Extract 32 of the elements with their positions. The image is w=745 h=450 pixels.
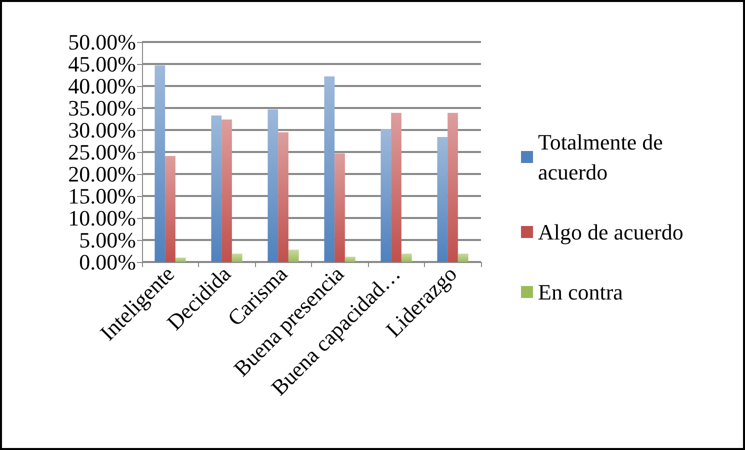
- bar: [344, 256, 356, 262]
- bar: [448, 112, 458, 262]
- bar: [380, 129, 392, 262]
- bar: [232, 254, 242, 262]
- bar: [154, 65, 166, 262]
- bar: [278, 132, 288, 262]
- y-tick-label: 5.00%: [79, 228, 136, 252]
- bar: [175, 258, 186, 262]
- legend-label: Algo de acuerdo: [538, 220, 684, 244]
- bar: [324, 76, 335, 262]
- y-tick-label: 25.00%: [68, 140, 136, 164]
- y-tick-label: 45.00%: [68, 52, 136, 76]
- y-tick-label: 50.00%: [68, 30, 136, 54]
- bar: [165, 156, 176, 262]
- bar: [458, 254, 468, 262]
- y-tick-label: 0.00%: [79, 250, 136, 274]
- bar: [268, 109, 278, 262]
- legend-label: Totalmente de acuerdo: [538, 130, 668, 184]
- y-tick-label: 20.00%: [68, 162, 136, 186]
- legend-label: En contra: [538, 280, 624, 304]
- bar: [288, 250, 299, 262]
- y-tick-label: 15.00%: [68, 184, 136, 208]
- bar: [211, 115, 222, 262]
- bar: [334, 153, 345, 262]
- bar: [401, 254, 412, 262]
- bar: [222, 119, 232, 262]
- y-tick-label: 40.00%: [68, 74, 136, 98]
- y-tick-label: 30.00%: [68, 118, 136, 142]
- bar: [437, 137, 448, 262]
- bar: [391, 112, 402, 262]
- y-tick-label: 10.00%: [68, 206, 136, 230]
- y-tick-label: 35.00%: [68, 96, 136, 120]
